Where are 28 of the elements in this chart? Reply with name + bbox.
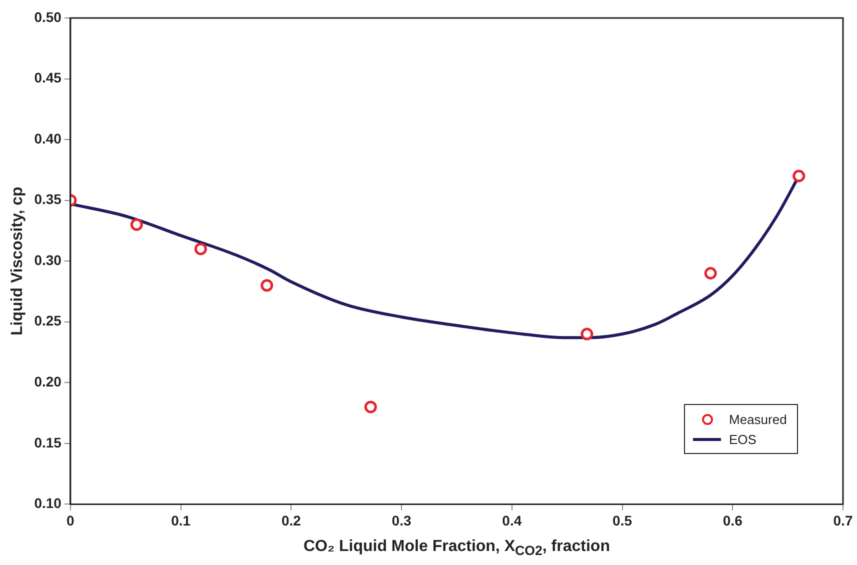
y-tick-label: 0.25 — [34, 312, 62, 329]
legend-label: EOS — [729, 432, 756, 447]
y-axis-title: Liquid Viscosity, cp — [9, 186, 26, 336]
y-tick-label: 0.35 — [34, 191, 62, 208]
x-axis-title: CO₂ Liquid Mole Fraction, X$_{CO2}$, fraction — [302, 538, 611, 558]
point — [260, 279, 274, 292]
x-tick-label: 0.2 — [281, 512, 302, 528]
y-tick-label: 0.15 — [34, 434, 62, 450]
point — [194, 242, 207, 256]
point — [364, 400, 377, 414]
y-tick-label: 0.30 — [34, 252, 62, 268]
y-tick-label: 0.45 — [34, 70, 62, 86]
y-tick-label: 0.50 — [34, 8, 62, 25]
x-tick-label: 0.5 — [612, 512, 632, 528]
x-tick-label: 0.6 — [722, 512, 743, 528]
x-tick-label: 0.3 — [392, 512, 412, 528]
point — [580, 328, 594, 340]
point — [704, 267, 717, 280]
x-tick-label: 0 — [66, 512, 75, 528]
y-tick-label: 0.10 — [34, 495, 62, 512]
point — [792, 170, 806, 182]
legend-label: Measured — [729, 412, 787, 427]
y-tick-label: 0.20 — [34, 374, 62, 390]
point — [130, 218, 143, 231]
x-tick-label: 0.1 — [171, 512, 191, 528]
y-tick-label: 0.40 — [34, 130, 62, 146]
x-tick-label: 0.7 — [833, 512, 853, 528]
x-tick-label: 0.4 — [502, 512, 522, 528]
